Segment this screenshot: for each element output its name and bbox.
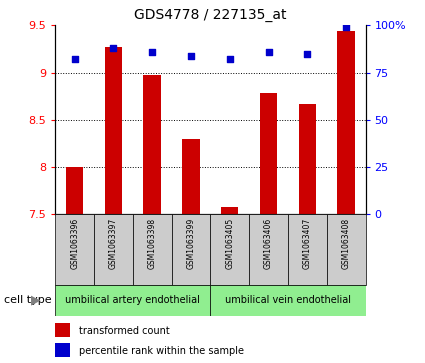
Bar xyxy=(172,214,210,285)
Bar xyxy=(55,214,94,285)
Text: GSM1063396: GSM1063396 xyxy=(70,218,79,269)
Bar xyxy=(182,139,200,214)
Bar xyxy=(144,76,161,214)
Bar xyxy=(94,214,133,285)
Bar xyxy=(66,167,83,214)
Bar xyxy=(337,31,355,214)
Point xyxy=(304,51,311,57)
Point xyxy=(187,53,194,58)
Bar xyxy=(327,214,366,285)
Text: umbilical artery endothelial: umbilical artery endothelial xyxy=(65,295,200,305)
Bar xyxy=(299,104,316,214)
Bar xyxy=(55,343,70,357)
Bar xyxy=(210,214,249,285)
Point xyxy=(71,57,78,62)
Bar xyxy=(55,323,70,338)
Text: GSM1063399: GSM1063399 xyxy=(187,218,196,269)
Text: GSM1063398: GSM1063398 xyxy=(148,218,157,269)
Point xyxy=(149,49,156,55)
Bar xyxy=(288,214,327,285)
Text: ▶: ▶ xyxy=(31,294,41,307)
Text: GSM1063406: GSM1063406 xyxy=(264,218,273,269)
Bar xyxy=(249,214,288,285)
Text: transformed count: transformed count xyxy=(79,326,169,336)
Bar xyxy=(260,93,277,214)
Text: GSM1063405: GSM1063405 xyxy=(225,218,234,269)
Point xyxy=(343,24,349,30)
Text: GSM1063408: GSM1063408 xyxy=(342,218,351,269)
Point xyxy=(265,49,272,55)
Bar xyxy=(105,47,122,214)
Bar xyxy=(221,207,238,214)
Bar xyxy=(210,285,366,316)
Point xyxy=(110,45,117,51)
Bar xyxy=(133,214,172,285)
Title: GDS4778 / 227135_at: GDS4778 / 227135_at xyxy=(134,8,286,22)
Text: GSM1063397: GSM1063397 xyxy=(109,218,118,269)
Point xyxy=(227,57,233,62)
Text: cell type: cell type xyxy=(4,295,52,305)
Text: umbilical vein endothelial: umbilical vein endothelial xyxy=(225,295,351,305)
Bar xyxy=(55,285,210,316)
Text: GSM1063407: GSM1063407 xyxy=(303,218,312,269)
Text: percentile rank within the sample: percentile rank within the sample xyxy=(79,346,244,356)
